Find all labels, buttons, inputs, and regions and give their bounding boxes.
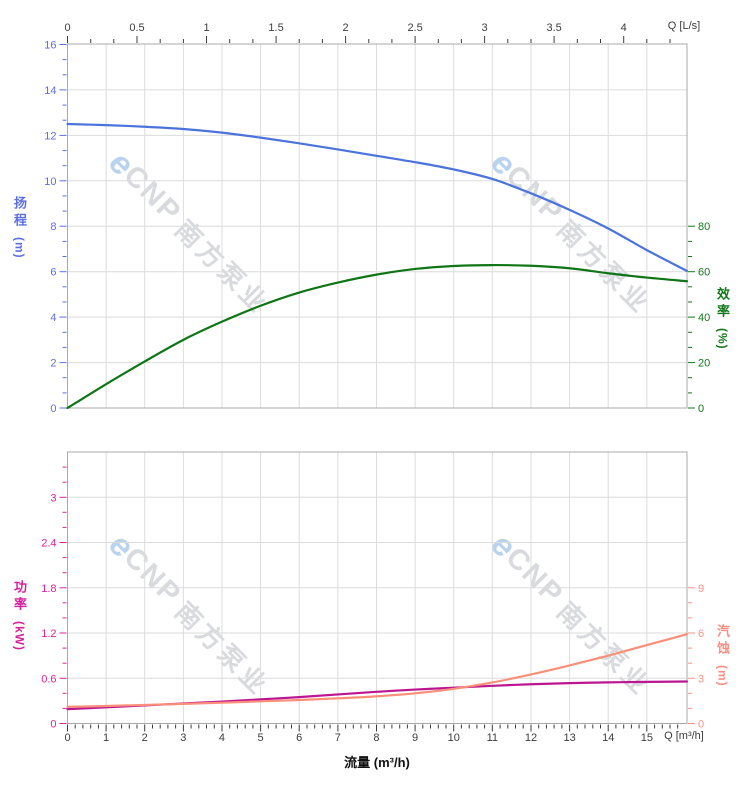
tick-label: 3.5 [546,22,561,34]
tick-label: 0 [50,719,56,731]
tick-label: 15 [641,732,653,744]
tick-label: 3 [482,22,488,34]
tick-label: 40 [698,312,710,324]
head-axis-title: 扬程 (m) [12,196,27,259]
tick-label: 11 [487,732,498,744]
tick-label: 6 [296,732,302,744]
tick-label: 80 [698,221,710,233]
tick-label: 1.2 [41,628,56,640]
head-axis-unit: (m) [12,237,27,259]
tick-label: 8 [50,221,56,233]
tick-label: 1.5 [268,22,283,34]
tick-label: 3 [50,492,56,504]
flow-axis-title: 流量 (m³/h) [344,755,410,770]
efficiency-axis-title-text: 效率 [715,287,730,321]
tick-label: 5 [258,732,264,744]
tick-label: 13 [563,732,575,744]
bottom-x-axis-unit-label: Q [m³/h] [664,730,704,742]
tick-label: 1 [203,22,209,34]
tick-label: 4 [50,312,56,324]
power-y-axis: 0 0.6 1.2 1.8 2.4 3 [41,466,67,731]
tick-label: 2.4 [41,538,56,550]
tick-label: 2 [343,22,349,34]
tick-label: 6 [50,267,56,279]
power-axis-title: 功率 (kW) [12,580,27,651]
tick-label: 2.5 [407,22,422,34]
tick-label: 4 [219,732,225,744]
bottom-x-axis: 0 1 2 3 4 5 6 7 8 9 10 11 12 13 14 15 [64,724,679,744]
tick-label: 9 [698,583,704,595]
npsh-axis-unit: (m) [715,665,730,687]
tick-label: 0 [64,732,70,744]
tick-label: 12 [44,130,56,142]
tick-label: 0.5 [129,22,144,34]
power-axis-title-text: 功率 [12,580,27,614]
top-x-axis: 0 0.5 1 1.5 2 2.5 3 3.5 4 [64,22,671,43]
tick-label: 9 [412,732,418,744]
gridlines [67,44,687,724]
tick-label: 1.8 [41,583,56,595]
tick-label: 0 [50,403,56,415]
tick-label: 20 [698,358,710,370]
tick-label: 14 [44,85,56,97]
tick-label: 3 [180,732,186,744]
tick-label: 7 [335,732,341,744]
tick-label: 10 [448,732,460,744]
tick-label: 0 [698,719,704,731]
tick-label: 0.6 [41,673,56,685]
npsh-curve [66,633,689,709]
npsh-axis-title-text: 汽蚀 [715,624,730,658]
tick-label: 4 [621,22,627,34]
npsh-y-axis: 0 3 6 9 [688,583,704,731]
tick-label: 0 [64,22,70,34]
tick-label: 10 [44,176,56,188]
head-curve [66,122,689,273]
tick-label: 2 [142,732,148,744]
tick-label: 0 [698,403,704,415]
tick-label: 1 [103,732,109,744]
head-axis-title-text: 扬程 [12,196,27,230]
npsh-axis-title: 汽蚀 (m) [715,624,730,687]
tick-label: 3 [698,673,704,685]
tick-label: 2 [50,358,56,370]
efficiency-axis-title: 效率 (%) [715,287,730,350]
tick-label: 6 [698,628,704,640]
efficiency-curve [66,263,689,410]
tick-label: 60 [698,267,710,279]
efficiency-axis-unit: (%) [715,328,730,350]
tick-label: 16 [44,39,56,51]
tick-label: 8 [373,732,379,744]
top-x-axis-unit-label: Q [L/s] [667,20,701,32]
efficiency-y-axis: 0 20 40 60 80 [688,221,710,415]
tick-label: 12 [525,732,537,744]
power-axis-unit: (kW) [12,621,27,651]
tick-label: 14 [602,732,614,744]
chart-frames [67,43,688,724]
head-y-axis: 0 2 4 6 8 10 12 14 16 [44,39,67,415]
